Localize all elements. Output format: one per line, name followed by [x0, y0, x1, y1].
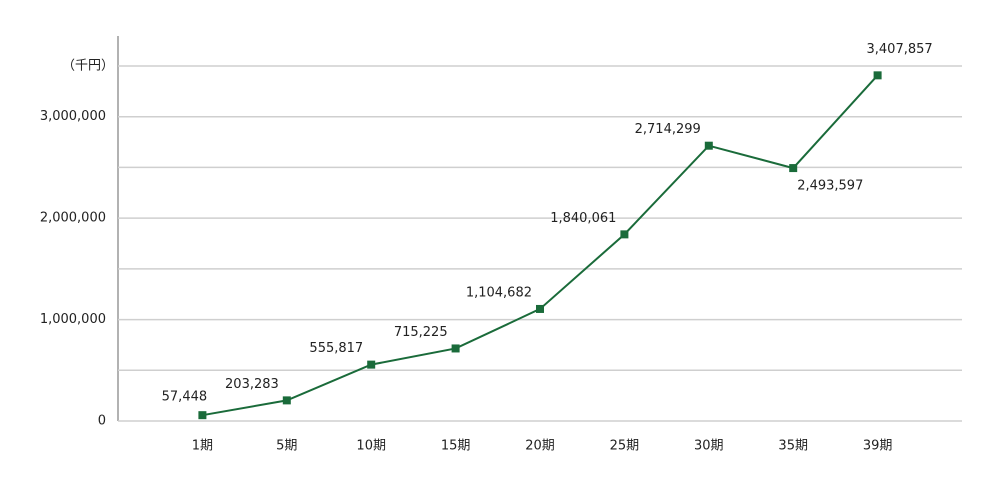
point [282, 396, 291, 405]
data-label: 57,448 [162, 390, 208, 405]
x-tick-label: 5期 [276, 439, 297, 454]
x-tick-label: 15期 [441, 439, 471, 454]
x-tick-label: 1期 [192, 439, 213, 454]
y-tick-label: 2,000,000 [40, 211, 106, 226]
point [789, 164, 798, 173]
y-tick-label: 0 [98, 414, 106, 429]
x-tick-label: 39期 [863, 439, 893, 454]
data-label: 203,283 [225, 377, 279, 392]
line [202, 74, 879, 417]
point [451, 344, 460, 353]
y-tick-label: 1,000,000 [40, 312, 106, 327]
data-label: 555,817 [309, 341, 363, 356]
point [873, 71, 882, 80]
x-tick-label: 20期 [525, 439, 555, 454]
y-axis-unit: （千円） [62, 59, 114, 74]
x-tick-label: 25期 [610, 439, 640, 454]
data-label: 2,714,299 [635, 122, 701, 137]
data-label: 715,225 [394, 325, 448, 340]
x-tick-label: 35期 [778, 439, 808, 454]
data-label: 1,104,682 [466, 285, 532, 300]
point [620, 230, 629, 239]
x-tick-label: 10期 [356, 439, 386, 454]
data-label: 3,407,857 [867, 42, 933, 57]
data-label: 1,840,061 [550, 211, 616, 226]
x-tick-label: 30期 [694, 439, 724, 454]
y-tick-label: 3,000,000 [40, 109, 106, 124]
point [198, 411, 207, 420]
point [704, 141, 713, 150]
point [367, 360, 376, 369]
data-label: 2,493,597 [797, 179, 863, 194]
point [536, 304, 544, 313]
